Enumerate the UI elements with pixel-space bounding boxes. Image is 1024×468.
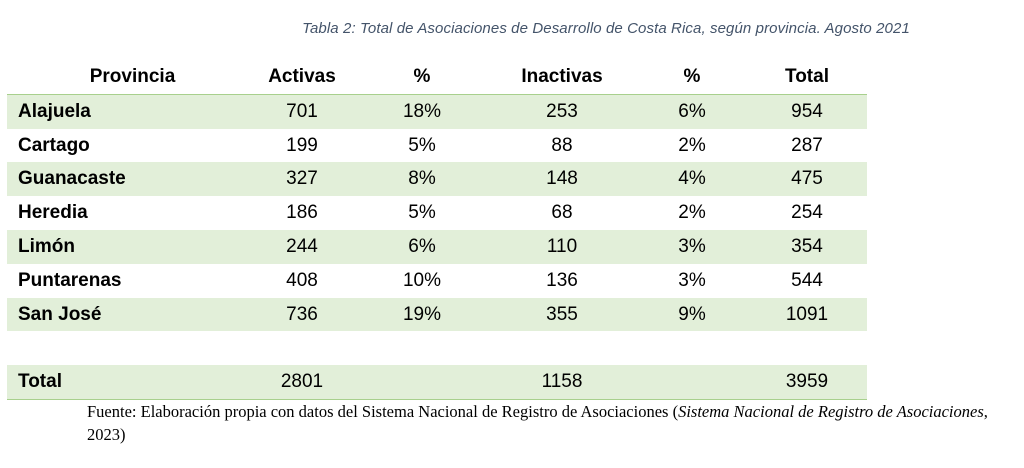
cell-total: 354 (747, 229, 867, 264)
spacer-cell (7, 331, 867, 365)
source-prefix: Fuente: Elaboración propia con datos del… (87, 402, 679, 421)
cell-activas-pct: 6% (357, 229, 487, 264)
cell-activas: 701 (247, 94, 357, 129)
cell-activas: 408 (286, 269, 318, 291)
cell-inactivas-pct: 3% (637, 229, 747, 264)
total-activas: 2801 (247, 365, 357, 400)
source-note: Fuente: Elaboración propia con datos del… (87, 400, 1017, 446)
cell-provincia: San José (7, 297, 247, 332)
cell-total: 475 (747, 162, 867, 197)
table-row: Limón 244 6% 110 3% 354 (7, 229, 867, 264)
cell-total: 544 (791, 269, 823, 291)
cell-total: 254 (791, 202, 823, 224)
total-inactivas: 1158 (487, 365, 637, 400)
cell-inactivas: 110 (487, 229, 637, 264)
source-italic: Sistema Nacional de Registro de Asociaci… (678, 402, 984, 421)
table-row: Heredia 186 5% 68 2% 254 (7, 196, 867, 230)
total-activas-pct (357, 365, 487, 400)
cell-activas-pct: 5% (408, 202, 436, 224)
cell-activas-pct: 18% (357, 94, 487, 129)
cell-inactivas: 136 (546, 269, 578, 291)
table-header-row: Provincia Activas % Inactivas % Total (7, 60, 867, 95)
cell-activas: 199 (286, 134, 318, 156)
header-activas: Activas (268, 66, 336, 87)
table-caption: Tabla 2: Total de Asociaciones de Desarr… (0, 20, 1024, 37)
table-caption-text: Tabla 2: Total de Asociaciones de Desarr… (302, 20, 910, 37)
cell-provincia: Puntarenas (18, 269, 122, 291)
table-total-row: Total 2801 1158 3959 (7, 365, 867, 400)
header-provincia: Provincia (89, 66, 176, 87)
cell-activas: 736 (247, 297, 357, 332)
table-row: Alajuela 701 18% 253 6% 954 (7, 94, 867, 129)
associations-table: Provincia Activas % Inactivas % Total Al… (7, 60, 867, 400)
cell-activas: 186 (286, 202, 318, 224)
cell-provincia: Alajuela (7, 94, 247, 129)
cell-activas-pct: 19% (357, 297, 487, 332)
total-label: Total (7, 365, 247, 400)
cell-inactivas: 88 (551, 134, 573, 156)
cell-inactivas-pct: 2% (678, 202, 706, 224)
cell-inactivas: 68 (551, 202, 573, 224)
cell-inactivas-pct: 2% (678, 134, 706, 156)
table-row: San José 736 19% 355 9% 1091 (7, 297, 867, 332)
cell-provincia: Guanacaste (7, 162, 247, 197)
cell-provincia: Limón (7, 229, 247, 264)
header-total: Total (785, 66, 829, 87)
cell-inactivas: 355 (487, 297, 637, 332)
header-activas-pct: % (413, 66, 431, 87)
header-inactivas: Inactivas (521, 66, 603, 87)
cell-provincia: Heredia (18, 202, 88, 224)
cell-inactivas-pct: 9% (637, 297, 747, 332)
header-inactivas-pct: % (683, 66, 701, 87)
cell-inactivas: 253 (487, 94, 637, 129)
spacer-row (7, 331, 867, 365)
cell-inactivas-pct: 3% (678, 269, 706, 291)
cell-activas-pct: 10% (402, 269, 442, 291)
total-total: 3959 (747, 365, 867, 400)
cell-provincia: Cartago (18, 134, 90, 156)
cell-total: 1091 (747, 297, 867, 332)
table-row: Guanacaste 327 8% 148 4% 475 (7, 162, 867, 197)
cell-activas-pct: 8% (357, 162, 487, 197)
table-row: Puntarenas 408 10% 136 3% 544 (7, 264, 867, 298)
cell-activas: 327 (247, 162, 357, 197)
total-inactivas-pct (637, 365, 747, 400)
cell-inactivas-pct: 6% (637, 94, 747, 129)
cell-inactivas: 148 (487, 162, 637, 197)
table-row: Cartago 199 5% 88 2% 287 (7, 129, 867, 163)
cell-total: 954 (747, 94, 867, 129)
cell-activas: 244 (247, 229, 357, 264)
cell-inactivas-pct: 4% (637, 162, 747, 197)
source-suffix: , 2023) (87, 402, 988, 444)
cell-activas-pct: 5% (408, 134, 436, 156)
cell-total: 287 (791, 134, 823, 156)
